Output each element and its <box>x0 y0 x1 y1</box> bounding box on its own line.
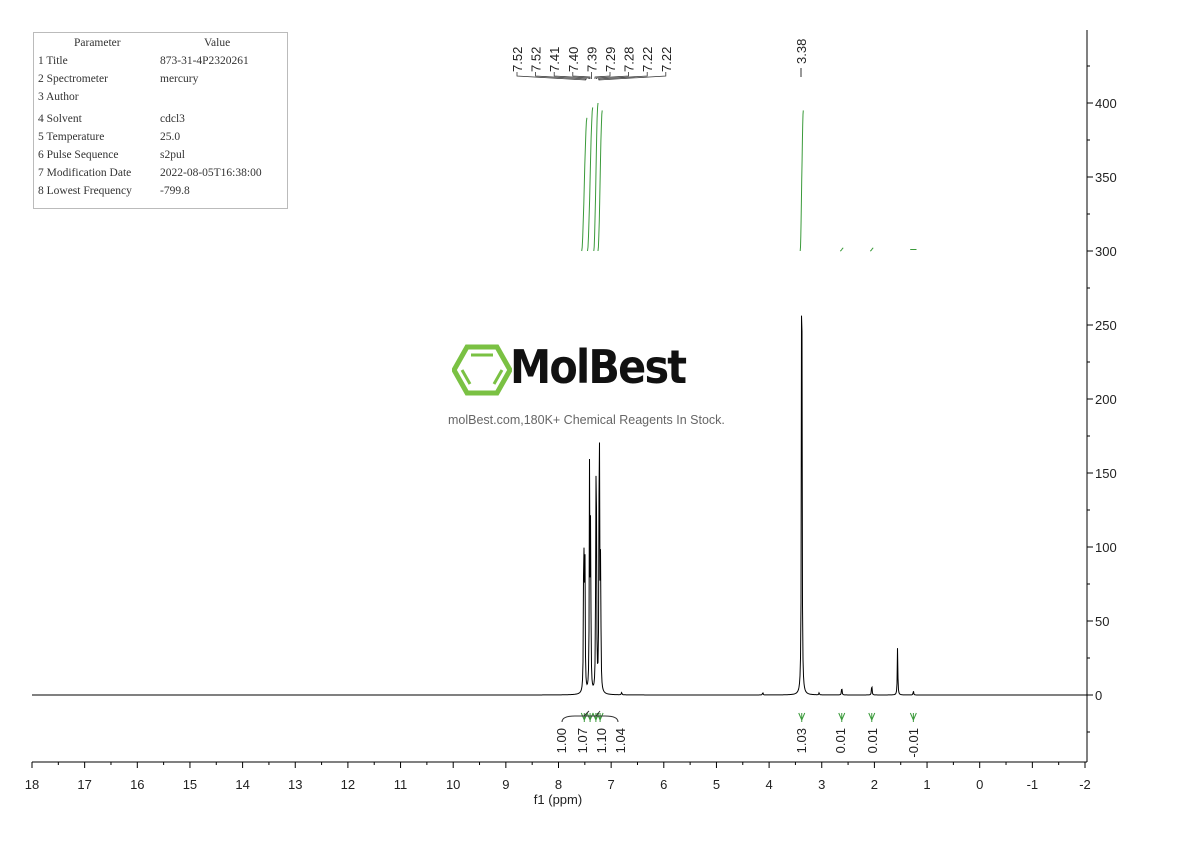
param-value: 25.0 <box>160 131 181 143</box>
peak-label-connector <box>596 72 629 79</box>
integral-brace <box>561 710 619 723</box>
param-label: 1 Title <box>38 55 68 67</box>
x-tick-label: 14 <box>235 777 249 792</box>
param-label: 5 Temperature <box>38 131 105 143</box>
integral-curve <box>587 107 594 252</box>
peak-label-connector <box>553 72 590 79</box>
peak-label-connector <box>516 72 586 81</box>
integral-curve <box>597 110 603 252</box>
x-axis-label: f1 (ppm) <box>534 792 582 807</box>
integral-marker <box>868 712 876 722</box>
x-tick-label: 18 <box>25 777 39 792</box>
integral-value-label: 1.03 <box>794 728 809 753</box>
integral-value-label: 1.04 <box>613 728 628 753</box>
integral-marker <box>586 712 594 722</box>
spectrum-line <box>32 315 1087 696</box>
x-tick-label: 6 <box>660 777 667 792</box>
x-tick-label: 9 <box>502 777 509 792</box>
x-tick-label: 1 <box>923 777 930 792</box>
x-tick-label: 3 <box>818 777 825 792</box>
x-tick-label: 15 <box>183 777 197 792</box>
y-tick-label: 250 <box>1095 318 1117 333</box>
peak-label: 7.22 <box>659 47 674 72</box>
x-tick-label: 11 <box>394 777 408 792</box>
peak-label: 7.29 <box>603 47 618 72</box>
y-tick-label: 50 <box>1095 614 1109 629</box>
param-value: s2pul <box>160 149 185 161</box>
param-label: 7 Modification Date <box>38 167 132 179</box>
param-header-parameter: Parameter <box>74 37 121 49</box>
y-tick-label: 400 <box>1095 96 1117 111</box>
param-label: 6 Pulse Sequence <box>38 149 119 161</box>
x-tick-label: 2 <box>871 777 878 792</box>
y-tick-label: 100 <box>1095 540 1117 555</box>
x-tick-label: 7 <box>608 777 615 792</box>
param-label: 4 Solvent <box>38 113 82 125</box>
x-tick-label: 10 <box>446 777 460 792</box>
x-tick-label: 4 <box>765 777 772 792</box>
x-tick-label: 8 <box>555 777 562 792</box>
peak-label: 7.40 <box>566 47 581 72</box>
integral-marker <box>580 712 588 722</box>
x-tick-label: 16 <box>130 777 144 792</box>
x-tick-label: 13 <box>288 777 302 792</box>
param-value: -799.8 <box>160 185 190 197</box>
param-value: 2022-08-05T16:38:00 <box>160 167 262 179</box>
param-value: mercury <box>160 73 199 85</box>
integral-curve <box>581 117 588 252</box>
peak-label-connector <box>572 72 591 79</box>
benzene-logo-icon <box>452 344 512 396</box>
integral-value-label: 0.01 <box>833 728 848 753</box>
peak-label: 7.52 <box>529 47 544 72</box>
x-tick-label: 17 <box>77 777 91 792</box>
x-tick-label: -1 <box>1027 777 1039 792</box>
integral-curve <box>840 247 844 252</box>
x-tick-label: 12 <box>341 777 355 792</box>
integral-marker <box>909 712 917 722</box>
x-tick-label: -2 <box>1079 777 1091 792</box>
y-tick-label: 150 <box>1095 466 1117 481</box>
peak-label: 7.22 <box>640 47 655 72</box>
param-header-value: Value <box>204 37 231 49</box>
logo-brand: MolBest <box>510 340 687 394</box>
y-tick-label: 300 <box>1095 244 1117 259</box>
x-tick-label: 5 <box>713 777 720 792</box>
integral-marker <box>838 712 846 722</box>
integral-curve <box>799 110 804 252</box>
integral-value-label: -0.01 <box>906 728 921 758</box>
integral-value-label: 1.00 <box>554 728 569 753</box>
param-value: cdcl3 <box>160 113 185 125</box>
peak-label: 7.28 <box>622 47 637 72</box>
param-label: 2 Spectrometer <box>38 73 108 85</box>
integral-curve <box>870 247 874 252</box>
peak-label: 7.39 <box>584 47 599 72</box>
x-tick-label: 0 <box>976 777 983 792</box>
peak-label: 7.52 <box>510 47 525 72</box>
integral-value-label: 1.07 <box>575 728 590 753</box>
y-tick-label: 350 <box>1095 170 1117 185</box>
peak-label-connector <box>535 72 588 80</box>
parameter-table: Parameter Value 1 Title 873-31-4P2320261 2… <box>33 32 288 209</box>
peak-label-connector <box>594 72 611 79</box>
param-value: 873-31-4P2320261 <box>160 55 249 67</box>
peak-label-connector <box>598 72 667 81</box>
integral-marker <box>798 712 806 722</box>
peak-label: 7.41 <box>547 47 562 72</box>
integral-value-label: 0.01 <box>865 728 880 753</box>
peak-label-connector <box>597 72 648 80</box>
logo-tagline: molBest.com,180K+ Chemical Reagents In S… <box>448 413 725 427</box>
integral-curve <box>593 102 599 252</box>
integral-value-label: 1.10 <box>594 728 609 753</box>
peak-label: 3.38 <box>794 39 809 64</box>
param-label: 8 Lowest Frequency <box>38 185 132 197</box>
molbest-watermark: MolBest molBest.com,180K+ Chemical Reage… <box>448 340 750 433</box>
y-tick-label: 200 <box>1095 392 1117 407</box>
param-label: 3 Author <box>38 91 79 103</box>
y-tick-label: 0 <box>1095 688 1102 703</box>
integral-marker <box>596 712 604 722</box>
